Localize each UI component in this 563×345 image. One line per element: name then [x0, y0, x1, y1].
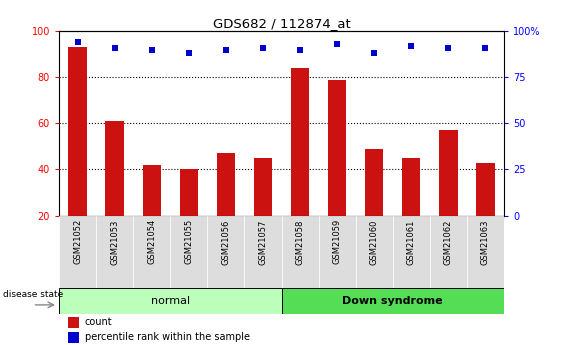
Point — [73, 39, 82, 45]
Bar — [430, 216, 467, 288]
Text: GSM21053: GSM21053 — [110, 219, 119, 265]
Bar — [356, 216, 393, 288]
Text: GSM21052: GSM21052 — [73, 219, 82, 265]
Text: GSM21063: GSM21063 — [481, 219, 490, 265]
Text: Down syndrome: Down syndrome — [342, 296, 443, 306]
Bar — [402, 158, 421, 216]
Bar — [282, 216, 319, 288]
Title: GDS682 / 112874_at: GDS682 / 112874_at — [213, 17, 350, 30]
Bar — [105, 121, 124, 216]
Bar — [439, 130, 458, 216]
Bar — [254, 158, 272, 216]
Text: GSM21058: GSM21058 — [296, 219, 305, 265]
Bar — [68, 332, 79, 343]
Point — [333, 41, 342, 47]
Bar — [59, 288, 282, 314]
Point — [184, 50, 193, 56]
Text: GSM21056: GSM21056 — [221, 219, 230, 265]
Bar — [244, 216, 282, 288]
Point — [370, 50, 379, 56]
Text: disease state: disease state — [3, 290, 63, 299]
Text: count: count — [85, 317, 113, 327]
Bar — [328, 79, 346, 216]
Point — [444, 45, 453, 50]
Bar — [217, 153, 235, 216]
Bar — [142, 165, 161, 216]
Bar — [133, 216, 171, 288]
Text: GSM21061: GSM21061 — [406, 219, 415, 265]
Bar — [68, 317, 79, 328]
Bar — [291, 68, 309, 216]
Text: GSM21059: GSM21059 — [333, 219, 342, 265]
Text: normal: normal — [151, 296, 190, 306]
Point — [148, 47, 157, 52]
Text: GSM21060: GSM21060 — [370, 219, 379, 265]
Bar — [476, 162, 495, 216]
Point — [258, 45, 267, 50]
Text: percentile rank within the sample: percentile rank within the sample — [85, 332, 250, 342]
Text: GSM21055: GSM21055 — [184, 219, 193, 265]
Point — [296, 47, 305, 52]
Bar — [68, 47, 87, 216]
Point — [406, 43, 415, 49]
Bar — [180, 169, 198, 216]
Point — [110, 45, 119, 50]
Bar — [59, 216, 96, 288]
Bar — [282, 288, 504, 314]
Bar — [365, 149, 383, 216]
Text: GSM21054: GSM21054 — [148, 219, 157, 265]
Text: GSM21062: GSM21062 — [444, 219, 453, 265]
Point — [221, 47, 230, 52]
Bar — [319, 216, 356, 288]
Text: GSM21057: GSM21057 — [258, 219, 267, 265]
Bar — [393, 216, 430, 288]
Bar — [96, 216, 133, 288]
Bar — [171, 216, 207, 288]
Bar — [467, 216, 504, 288]
Bar — [207, 216, 244, 288]
Point — [481, 45, 490, 50]
